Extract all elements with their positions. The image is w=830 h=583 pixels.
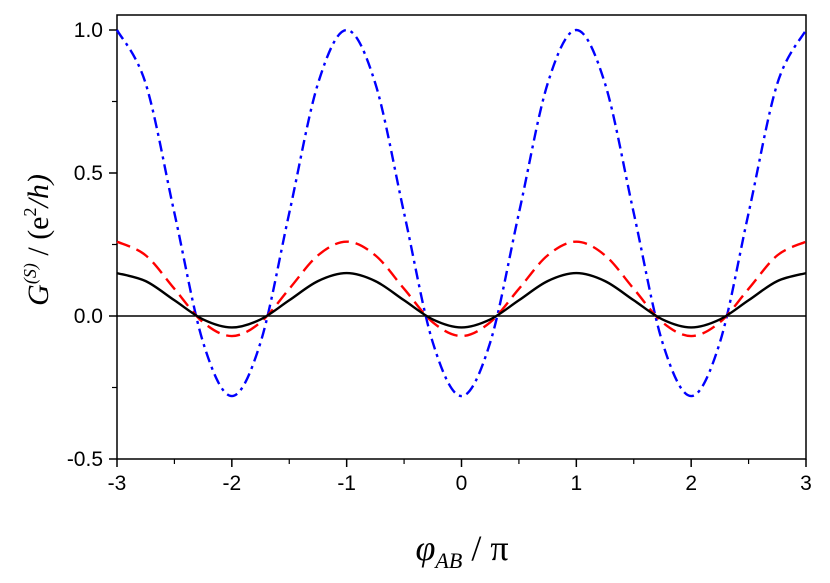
x-label-rest: / π	[462, 528, 508, 568]
y-label-rest1: / (e	[22, 217, 55, 264]
x-tick-label: 3	[800, 472, 812, 495]
x-tick-label: -1	[337, 472, 356, 495]
y-label-sup2: 2	[20, 208, 40, 217]
x-label-sub: AB	[433, 548, 462, 573]
series-line-solid	[116, 271, 807, 329]
y-tick-label: -0.5	[67, 448, 103, 471]
x-label-main: φ	[416, 528, 436, 568]
x-tick-label: 0	[456, 472, 468, 495]
y-tick-label: 1.0	[74, 19, 103, 42]
x-tick-label: 1	[570, 472, 582, 495]
x-tick-label: -2	[222, 472, 241, 495]
y-tick-label: 0.0	[74, 305, 103, 328]
x-axis-label: φAB / π	[416, 528, 509, 573]
y-label-main: G	[22, 284, 55, 306]
x-tick-label: 2	[685, 472, 697, 495]
y-tick-label: 0.5	[74, 162, 103, 185]
y-label-rest2: /h)	[22, 174, 55, 209]
y-label-sup: (S)	[20, 263, 41, 284]
x-tick-label: -3	[108, 472, 127, 495]
series-line-dashed	[116, 240, 807, 338]
y-axis-label: G(S) / (e2/h)	[20, 174, 55, 306]
series-line-dash-dot	[115, 28, 808, 398]
plot-frame	[116, 14, 807, 460]
